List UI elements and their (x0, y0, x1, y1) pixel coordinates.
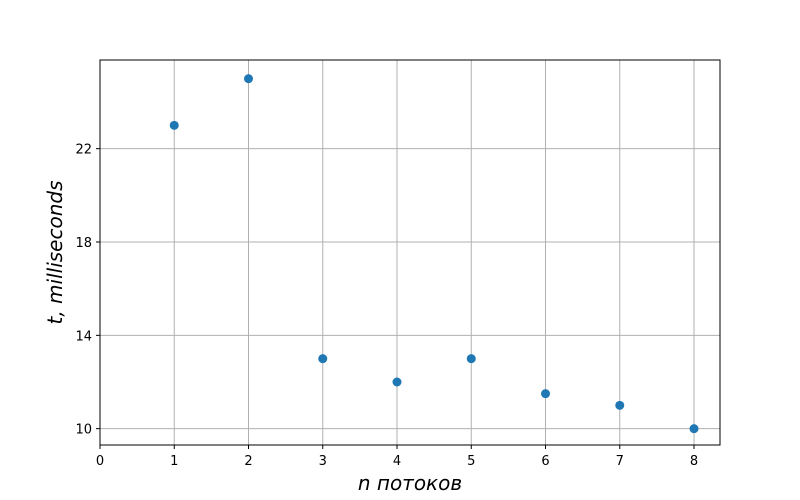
data-point (392, 377, 402, 387)
data-point (466, 354, 476, 364)
data-point (541, 389, 551, 399)
x-tick-label: 5 (467, 454, 475, 469)
x-tick-label: 3 (319, 454, 327, 469)
axis-ticks: 0 1 2 3 4 5 6 7 8 10 14 18 22 (75, 143, 698, 469)
data-points (169, 74, 699, 434)
x-axis-label: n потоков (358, 471, 462, 495)
grid-lines (99, 60, 720, 445)
y-tick-label: 18 (75, 236, 92, 251)
x-tick-label: 7 (616, 454, 624, 469)
x-tick-label: 1 (170, 454, 178, 469)
x-tick-label: 8 (690, 454, 698, 469)
x-tick-label: 6 (541, 454, 549, 469)
data-point (615, 400, 625, 410)
y-tick-label: 14 (75, 329, 92, 344)
data-point (244, 74, 254, 84)
data-point (689, 424, 699, 434)
x-tick-label: 2 (244, 454, 252, 469)
plot-frame (99, 59, 721, 446)
x-tick-label: 0 (96, 454, 104, 469)
data-point (169, 120, 179, 130)
y-axis-label: t, milliseconds (43, 180, 67, 324)
y-tick-label: 10 (75, 423, 92, 438)
y-tick-label: 22 (75, 143, 92, 158)
x-tick-label: 4 (393, 454, 401, 469)
data-point (318, 354, 328, 364)
